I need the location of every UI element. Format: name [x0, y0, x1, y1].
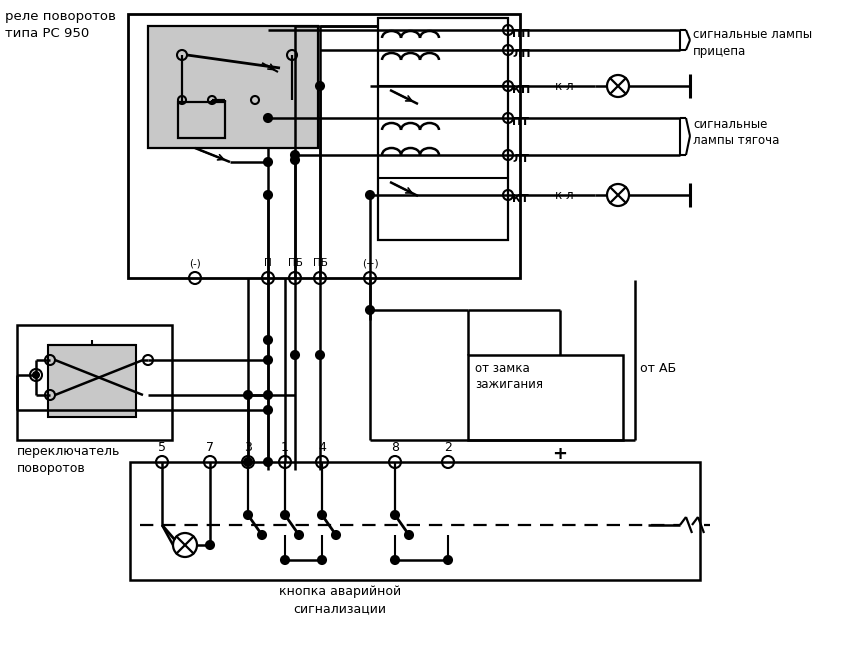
Circle shape: [281, 556, 289, 564]
Bar: [178, 102, 225, 138]
Bar: [128, 14, 520, 278]
Circle shape: [264, 114, 272, 122]
Text: реле поворотов
типа РС 950: реле поворотов типа РС 950: [5, 10, 116, 40]
Text: к л: к л: [555, 80, 574, 93]
Circle shape: [291, 351, 299, 359]
Text: лампы тягоча: лампы тягоча: [693, 134, 780, 147]
Circle shape: [291, 156, 299, 164]
Circle shape: [264, 191, 272, 199]
Text: П: П: [264, 258, 271, 268]
Circle shape: [206, 541, 214, 549]
Circle shape: [318, 511, 326, 519]
Text: 4: 4: [318, 441, 326, 454]
Text: КТ: КТ: [512, 194, 528, 204]
Circle shape: [244, 391, 252, 399]
Text: 5: 5: [158, 441, 166, 454]
Text: КП: КП: [512, 85, 530, 95]
Bar: [148, 26, 318, 148]
Circle shape: [291, 151, 299, 159]
Text: ЛП: ЛП: [512, 49, 530, 59]
Text: ПБ: ПБ: [288, 258, 302, 268]
Circle shape: [33, 372, 39, 378]
Bar: [17, 325, 172, 440]
Circle shape: [405, 531, 413, 539]
Circle shape: [366, 191, 374, 199]
Circle shape: [264, 336, 272, 344]
Text: сигнальные лампы: сигнальные лампы: [693, 28, 812, 41]
Circle shape: [332, 531, 340, 539]
Bar: [378, 18, 508, 240]
Bar: [468, 355, 623, 440]
Circle shape: [264, 391, 272, 399]
Text: ЛТ: ЛТ: [512, 154, 529, 164]
Circle shape: [244, 458, 252, 466]
Circle shape: [264, 158, 272, 166]
Text: (+): (+): [362, 258, 379, 268]
Circle shape: [366, 306, 374, 314]
Text: переключатель
поворотов: переключатель поворотов: [17, 445, 120, 475]
Text: ПТ: ПТ: [512, 117, 529, 127]
Bar: [48, 345, 136, 417]
Text: 2: 2: [444, 441, 452, 454]
Text: 3: 3: [244, 441, 252, 454]
Circle shape: [281, 511, 289, 519]
Text: зажигания: зажигания: [475, 378, 543, 391]
Text: прицепа: прицепа: [693, 45, 746, 58]
Circle shape: [258, 531, 266, 539]
Text: 1: 1: [281, 441, 289, 454]
Circle shape: [391, 556, 399, 564]
Circle shape: [318, 556, 326, 564]
Circle shape: [316, 82, 324, 90]
Text: от замка: от замка: [475, 362, 530, 375]
Text: 7: 7: [206, 441, 214, 454]
Circle shape: [244, 511, 252, 519]
Text: 8: 8: [391, 441, 399, 454]
Text: от АБ: от АБ: [640, 362, 677, 375]
Circle shape: [295, 531, 303, 539]
Circle shape: [264, 406, 272, 414]
Text: ПБ: ПБ: [312, 258, 328, 268]
Circle shape: [316, 351, 324, 359]
Text: сигнальные: сигнальные: [693, 118, 768, 131]
Text: ПП: ПП: [512, 29, 530, 39]
Bar: [130, 462, 700, 580]
Circle shape: [264, 458, 272, 466]
Circle shape: [444, 556, 452, 564]
Text: (-): (-): [189, 258, 201, 268]
Text: к л: к л: [555, 189, 574, 202]
Circle shape: [391, 511, 399, 519]
Text: кнопка аварийной
сигнализации: кнопка аварийной сигнализации: [279, 585, 401, 615]
Circle shape: [264, 356, 272, 364]
Text: +: +: [552, 445, 568, 463]
